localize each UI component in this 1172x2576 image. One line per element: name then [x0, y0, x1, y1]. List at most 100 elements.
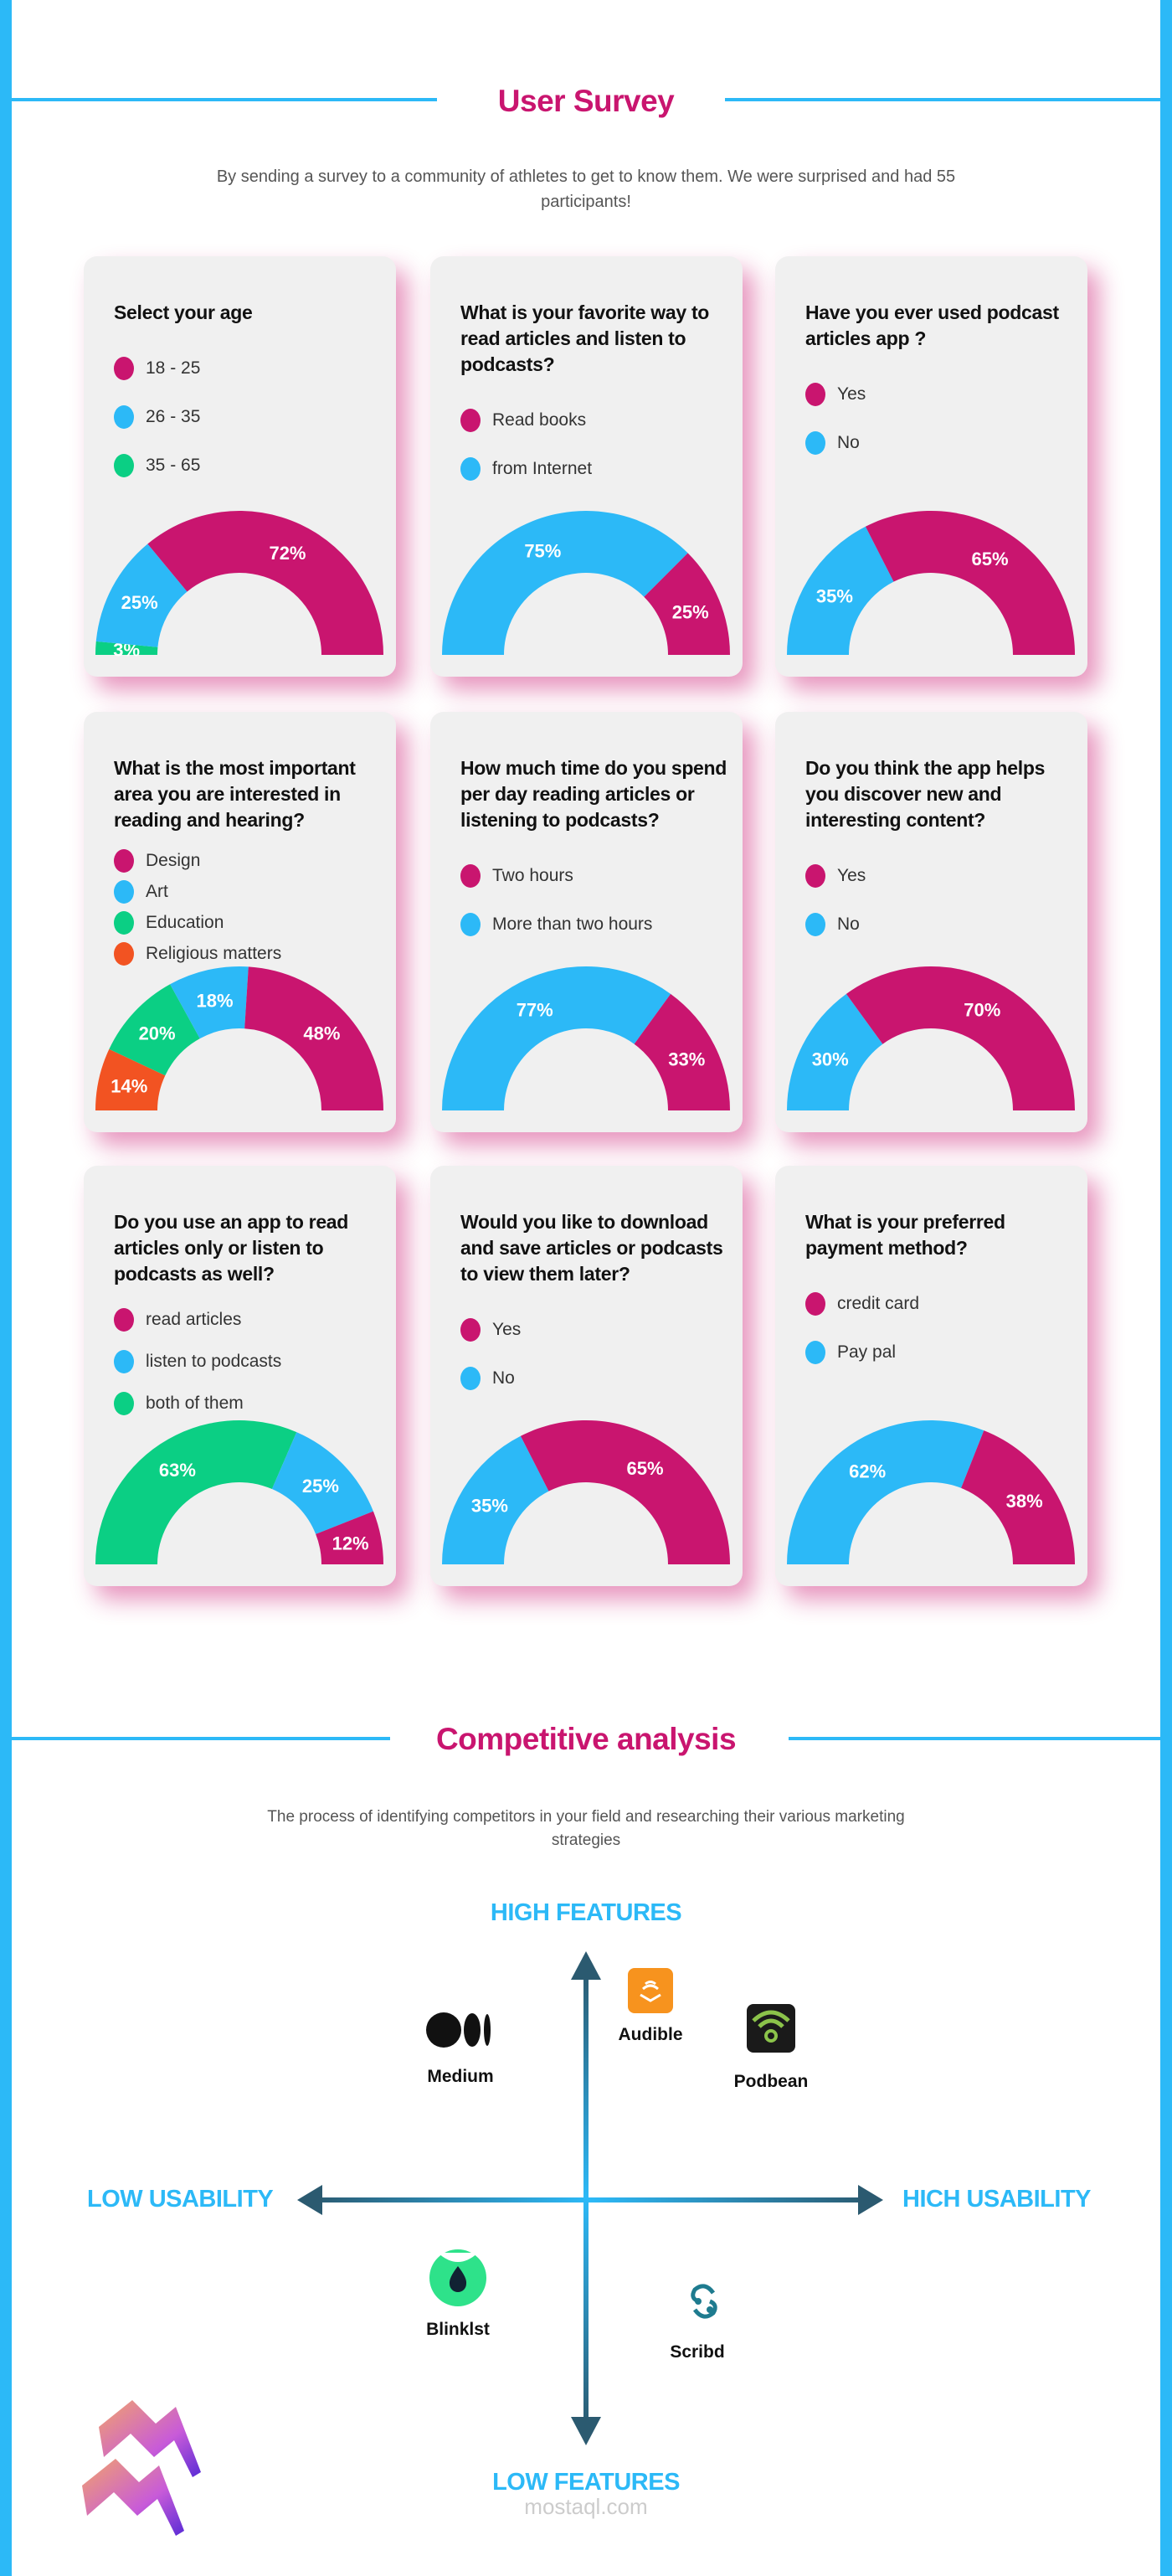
legend-dot-icon — [460, 1367, 481, 1390]
donut-segment — [787, 993, 883, 1110]
legend-label: No — [837, 433, 860, 452]
legend-dot-icon — [805, 383, 825, 406]
donut-value-label: 65% — [972, 549, 1009, 569]
donut-segment — [520, 1420, 730, 1564]
donut-segment — [95, 641, 158, 655]
competitor-label: Blinklst — [426, 2320, 490, 2339]
donut-value-label: 14% — [111, 1076, 147, 1097]
legend: Yes No — [460, 1306, 728, 1403]
half-donut-chart: 35% 65% — [442, 1420, 730, 1564]
half-donut-chart: 75% 25% — [442, 511, 730, 655]
legend-item: Education — [114, 907, 382, 938]
legend-dot-icon — [460, 1318, 481, 1342]
legend-dot-icon — [114, 1350, 134, 1373]
competitor-label: Scribd — [670, 2342, 725, 2362]
legend-dot-icon — [114, 848, 134, 873]
legend-item: No — [460, 1354, 728, 1403]
donut-segment — [442, 966, 671, 1110]
donut-value-label: 25% — [302, 1476, 339, 1497]
legend-item: 35 - 65 — [114, 441, 382, 490]
vertical-axis — [583, 1968, 589, 2429]
legend: read articles listen to podcasts both of t… — [114, 1299, 382, 1425]
legend-dot-icon — [805, 1341, 825, 1364]
legend-item: Yes — [805, 370, 1073, 419]
donut-value-label: 35% — [816, 585, 853, 606]
donut-value-label: 35% — [471, 1495, 508, 1516]
arrow-left-icon — [297, 2185, 322, 2215]
legend-label: Art — [146, 881, 168, 901]
arrow-up-icon — [571, 1951, 601, 1980]
blinkist-logo-icon — [429, 2249, 486, 2306]
legend-label: Two hours — [492, 866, 573, 885]
survey-card: What is your preferred payment method? cr… — [775, 1166, 1087, 1586]
donut-segment — [442, 1435, 549, 1564]
scribd-logo-icon — [691, 2284, 717, 2319]
half-donut-chart: 14% 20% 18% 48% — [95, 966, 383, 1110]
legend-item: credit card — [805, 1280, 1073, 1328]
legend-item: No — [805, 900, 1073, 949]
donut-value-label: 25% — [121, 592, 158, 613]
legend-dot-icon — [805, 1292, 825, 1316]
half-donut-chart: 3%25%72% — [95, 511, 383, 661]
legend-label: 35 - 65 — [146, 456, 201, 475]
medium-logo-icon — [426, 2012, 491, 2048]
donut-value-label: 70% — [964, 1000, 1000, 1021]
legend-label: 26 - 35 — [146, 407, 201, 426]
legend-dot-icon — [460, 864, 481, 888]
competitor-label: Medium — [427, 2067, 494, 2086]
legend-item: Two hours — [460, 852, 728, 900]
donut-value-label: 75% — [524, 540, 561, 561]
axis-label-top: HIGH FEATURES — [490, 1899, 682, 1926]
survey-card: What is the most important area you are … — [84, 712, 396, 1132]
donut-segment — [316, 1511, 383, 1564]
donut-value-label: 20% — [139, 1023, 176, 1044]
axis-label-left: LOW USABILITY — [87, 2186, 274, 2213]
donut-value-label: 30% — [812, 1049, 849, 1070]
legend-label: More than two hours — [492, 914, 653, 934]
left-border — [0, 0, 12, 2576]
competitive-subtitle: The process of identifying competitors i… — [267, 1808, 905, 1849]
donut-value-label: 65% — [627, 1458, 664, 1479]
right-border — [1160, 0, 1172, 2576]
donut-segment — [865, 511, 1075, 655]
divider-line — [12, 98, 437, 101]
legend-label: Religious matters — [146, 943, 282, 963]
question-title: Select your age — [114, 301, 253, 323]
legend-dot-icon — [805, 864, 825, 888]
legend-item: from Internet — [460, 445, 728, 493]
brand-logo-icon — [82, 2400, 201, 2536]
donut-segment — [634, 993, 730, 1110]
legend-item: No — [805, 419, 1073, 467]
donut-segment — [271, 1432, 373, 1534]
donut-value-label: 63% — [159, 1460, 196, 1481]
competitor-label: Audible — [618, 2025, 683, 2044]
half-donut-chart: 30% 70% — [787, 966, 1075, 1110]
donut-value-label: 77% — [517, 1000, 553, 1021]
legend-label: 18 - 25 — [146, 358, 201, 378]
donut-value-label: 38% — [1006, 1491, 1043, 1512]
donut-segment — [95, 544, 188, 647]
horizontal-axis — [310, 2197, 871, 2202]
legend: Yes No — [805, 370, 1073, 467]
legend-label: Pay pal — [837, 1342, 897, 1362]
legend-item: Yes — [460, 1306, 728, 1354]
watermark: mostaql.com — [524, 2494, 648, 2519]
legend-item: Design — [114, 845, 382, 876]
section-title-competitive: Competitive analysis — [435, 1722, 737, 1756]
legend-item: read articles — [114, 1299, 382, 1341]
donut-segment — [787, 526, 894, 655]
arrow-down-icon — [571, 2417, 601, 2445]
question-title: Would you like to download and save arti… — [460, 1211, 723, 1285]
donut-value-label: 33% — [668, 1049, 705, 1070]
legend-item: More than two hours — [460, 900, 728, 949]
half-donut-chart: 62% 38% — [787, 1420, 1075, 1564]
donut-segment — [442, 511, 688, 655]
divider-line — [725, 98, 1160, 101]
donut-segment — [95, 1420, 297, 1564]
audible-logo-icon — [628, 1968, 673, 2013]
donut-segment — [95, 1048, 166, 1110]
half-donut-chart: 77% 33% — [442, 966, 730, 1110]
question-title: Have you ever used podcast articles app … — [805, 301, 1059, 349]
legend-label: read articles — [146, 1310, 242, 1329]
legend: Design Art Education Religious matters — [114, 845, 382, 969]
